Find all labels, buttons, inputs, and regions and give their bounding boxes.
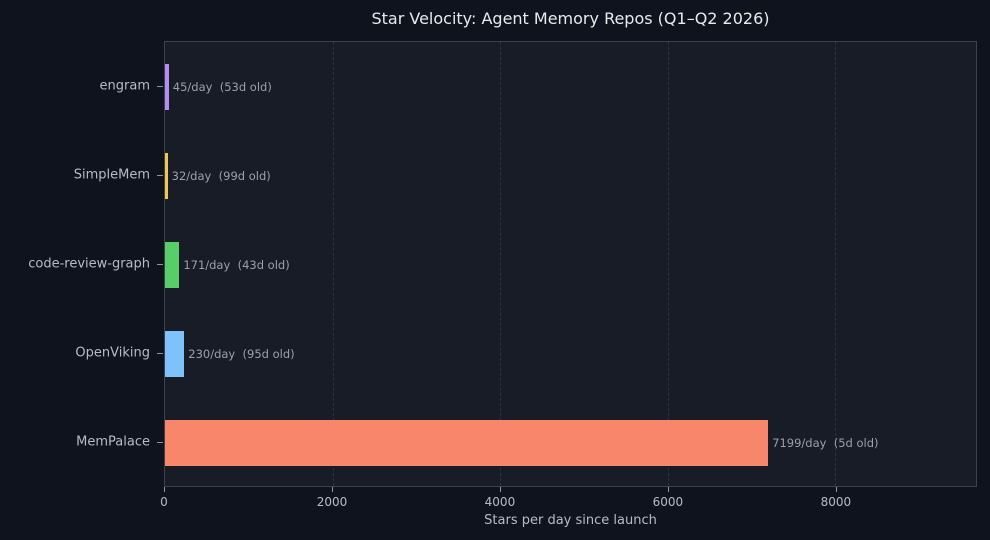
bar-annotation-MemPalace: 7199/day (5d old) <box>772 436 879 451</box>
bar-OpenViking <box>165 331 185 378</box>
gridline-4000 <box>500 42 502 486</box>
xtick-mark-2000 <box>331 487 333 492</box>
xtick-label-8000: 8000 <box>820 495 852 509</box>
ytick-label-MemPalace: MemPalace <box>76 434 150 450</box>
ytick-mark-engram <box>157 85 163 87</box>
x-axis-label: Stars per day since launch <box>484 513 657 528</box>
xtick-mark-6000 <box>667 487 669 492</box>
xtick-label-4000: 4000 <box>484 495 516 509</box>
bar-annotation-OpenViking: 230/day (95d old) <box>188 347 295 362</box>
bar-MemPalace <box>165 420 769 467</box>
ytick-mark-MemPalace <box>157 442 163 444</box>
bar-annotation-SimpleMem: 32/day (99d old) <box>171 168 271 183</box>
gridline-8000 <box>835 42 837 486</box>
xtick-mark-0 <box>164 487 165 492</box>
ytick-label-code-review-graph: code-review-graph <box>28 256 150 272</box>
xtick-mark-8000 <box>835 487 837 492</box>
ytick-mark-code-review-graph <box>157 264 163 265</box>
gridline-2000 <box>332 42 334 486</box>
ytick-label-engram: engram <box>99 78 150 94</box>
xtick-mark-4000 <box>499 487 501 492</box>
ytick-label-SimpleMem: SimpleMem <box>73 167 150 183</box>
bar-code-review-graph <box>165 242 180 288</box>
bar-annotation-code-review-graph: 171/day (43d old) <box>183 258 290 272</box>
plot-area: 45/day (53d old) 32/day (99d old) 171/day … <box>164 41 977 487</box>
xtick-label-0: 0 <box>160 495 168 509</box>
xtick-label-6000: 6000 <box>652 495 684 509</box>
ytick-mark-OpenViking <box>157 353 163 355</box>
bar-engram <box>165 63 169 110</box>
ytick-mark-SimpleMem <box>157 174 163 176</box>
xtick-label-2000: 2000 <box>316 495 348 509</box>
bar-SimpleMem <box>165 152 168 199</box>
gridline-6000 <box>667 42 669 486</box>
bar-annotation-engram: 45/day (53d old) <box>172 79 272 94</box>
chart-title: Star Velocity: Agent Memory Repos (Q1–Q2… <box>371 9 770 28</box>
ytick-label-OpenViking: OpenViking <box>75 345 150 361</box>
